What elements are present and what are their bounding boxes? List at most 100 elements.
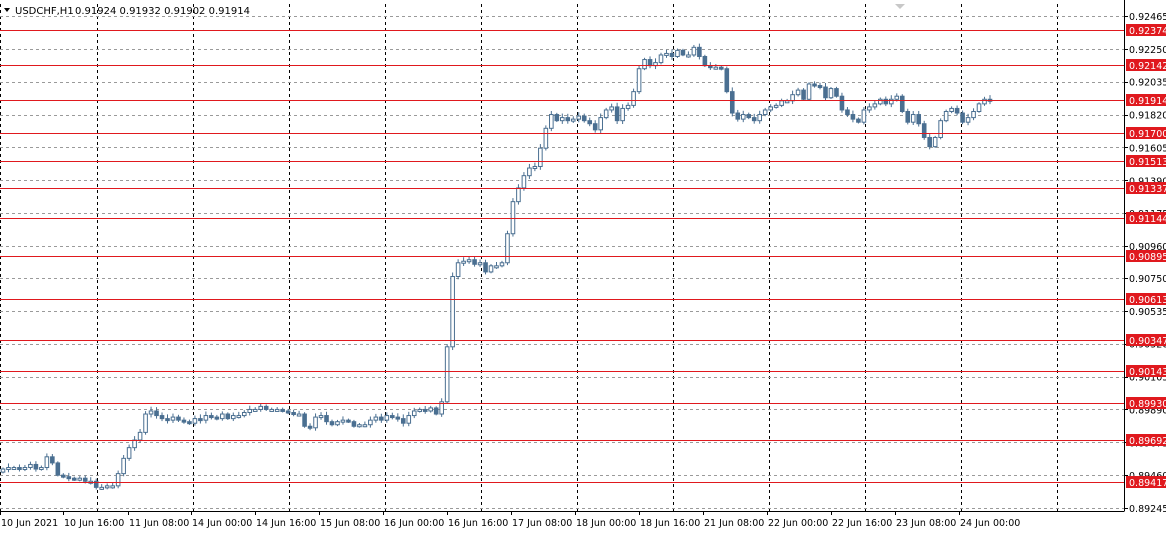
candle-body [417,408,423,412]
level-price-tag [1126,293,1166,305]
level-price-tag [1126,250,1166,262]
level-price-tag [1126,182,1166,194]
candle-body [669,52,675,57]
candle-body [154,410,159,417]
candle-body [274,408,280,412]
candle-body [340,419,346,423]
level-price-tag [1126,24,1166,36]
candle-body [779,100,784,106]
candle-body [702,55,708,67]
candle-body [6,467,11,471]
candle-body [773,104,779,108]
candle-body [971,110,976,119]
candle-body [686,54,691,58]
candle-body [620,107,625,122]
candle-body [916,114,922,125]
candle-body [570,118,576,122]
level-price-label: 0.89930 [1129,399,1166,410]
chart-header: USDCHF,H1 0.91924 0.91932 0.91902 0.9191… [4,6,250,17]
candle-body [291,412,296,416]
candle-body [241,412,247,417]
candle-body [335,421,340,426]
candle-body [121,457,126,475]
level-price-label: 0.92142 [1129,61,1166,72]
candle-body [680,49,686,56]
price-tick-label: 0.92035 [1129,78,1166,89]
candle-body [642,59,647,70]
candle-body [236,415,242,419]
candle-body [516,187,521,203]
time-tick-label: 24 Jun 00:00 [960,518,1020,529]
candle-body [55,462,61,476]
candle-body [170,416,176,421]
candle-body [554,114,560,122]
level-price-tag [1126,334,1166,346]
ohlc-values: 0.91924 0.91932 0.91902 0.91914 [75,6,250,17]
candle-body [313,416,318,429]
time-tick-label: 10 Jun 2021 [1,518,58,529]
candle-body [812,83,817,87]
candle-body [318,415,324,419]
level-price-label: 0.92374 [1129,26,1166,37]
level-price-tag [1126,397,1166,409]
candle-body [675,49,680,57]
candle-body [428,407,433,412]
candle-body [126,447,132,459]
candle-body [954,107,960,114]
time-tick-label: 16 Jun 16:00 [448,518,508,529]
horizontal-levels [0,30,1124,483]
candle-body [965,117,971,123]
level-price-tag [1126,476,1166,488]
candle-body [373,416,379,421]
candle-body [581,115,587,122]
candle-body [938,120,943,138]
candle-body [614,106,620,122]
candle-body [603,109,609,119]
chart-shift-marker-icon [895,4,905,9]
level-price-label: 0.91337 [1129,184,1166,195]
price-tick-label: 0.90960 [1129,242,1166,253]
candle-body [71,477,77,481]
candle-body [181,419,187,423]
level-price-label: 0.91144 [1129,214,1166,225]
candle-body [790,94,795,102]
candle-body [746,114,752,119]
candle-body [719,66,724,70]
candle-body [647,59,653,67]
candle-body [231,415,236,420]
candle-body [324,415,329,423]
candle-body [505,233,510,264]
candle-body [176,416,181,421]
candle-body [872,103,878,108]
time-tick-label: 18 Jun 00:00 [576,518,636,529]
candle-body [461,260,466,264]
candle-body [949,107,954,112]
candle-body [636,68,642,93]
candle-body [450,276,455,348]
candle-body [33,463,39,470]
level-price-tag [1126,127,1166,139]
candle-body [263,405,269,410]
time-tick-label: 14 Jun 16:00 [256,518,316,529]
candle-body [538,147,543,168]
candle-body [543,127,549,149]
time-tick-label: 18 Jun 16:00 [640,518,700,529]
candle-body [472,259,477,265]
candle-body [982,98,987,105]
candle-body [384,415,390,421]
candle-body [198,418,203,422]
time-tick-label: 10 Jun 16:00 [64,518,124,529]
candle-body [784,100,790,104]
level-price-label: 0.89692 [1129,436,1166,447]
candle-body [307,425,313,429]
candle-body [565,117,571,122]
candle-body [587,120,593,125]
triangle-down-icon[interactable] [4,8,10,12]
candle-body [483,262,488,273]
candles [0,43,993,491]
price-tick-label: 0.91390 [1129,176,1166,187]
price-tick-label: 0.89890 [1129,405,1166,416]
candle-body [203,415,209,421]
